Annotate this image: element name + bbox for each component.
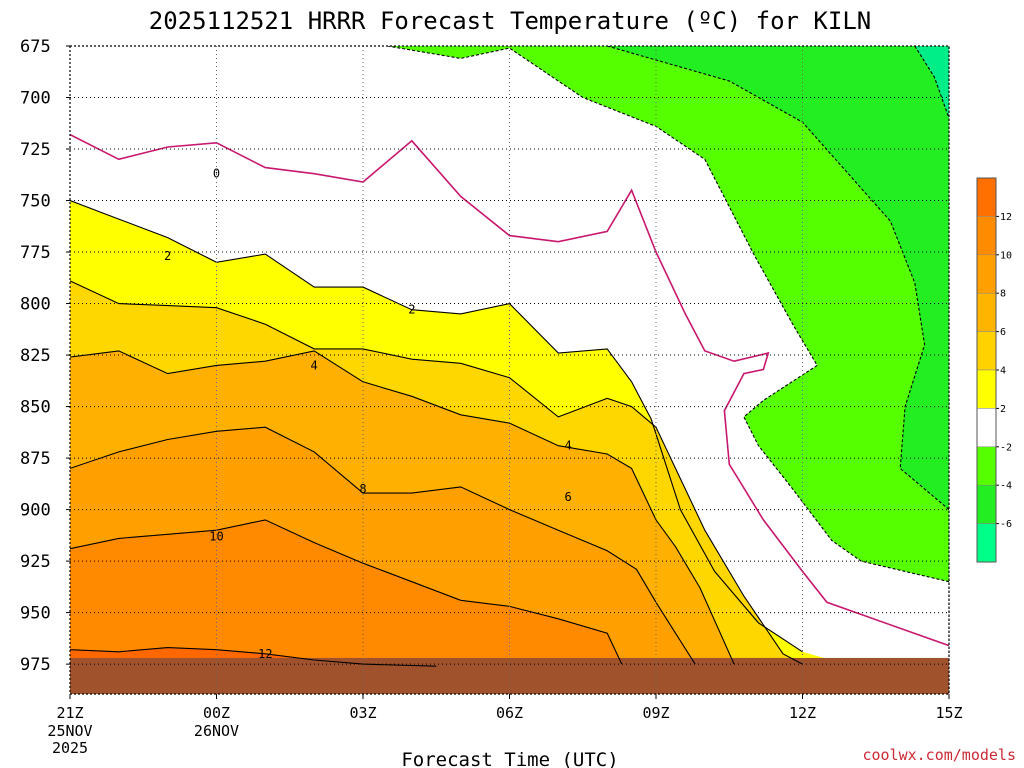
- credit-link[interactable]: coolwx.com/models: [862, 746, 1016, 764]
- isotherm-m2: [387, 46, 949, 583]
- contour-label: 4: [564, 439, 571, 453]
- colorbar-swatch: [976, 446, 997, 486]
- colorbar-swatch: [976, 523, 997, 563]
- y-tick-label: 975: [20, 655, 51, 675]
- x-tick-label: 12Z: [789, 704, 816, 722]
- x-tick-label: 15Z: [935, 704, 962, 722]
- y-axis: 675 700 725 750 775 800 825 850 875 900 925 950 975: [20, 37, 70, 675]
- x-tick-label: 00Z: [203, 704, 230, 722]
- colorbar-swatch: [976, 408, 997, 448]
- colorbar-swatch: [976, 484, 997, 524]
- colorbar-label: 2: [1000, 404, 1006, 415]
- y-tick-label: 825: [20, 346, 51, 366]
- chart-title: 2025112521 HRRR Forecast Temperature (ºC…: [149, 7, 871, 35]
- colorbar-swatch: [976, 254, 997, 294]
- isotherm-m6: [914, 46, 949, 119]
- colorbar-label: -6: [1000, 519, 1012, 530]
- colorbar-label: -4: [1000, 481, 1012, 492]
- colorbar-swatch: [976, 292, 997, 332]
- contour-label: 6: [564, 490, 571, 504]
- isotherm-2: [70, 199, 803, 653]
- y-tick-label: 875: [20, 449, 51, 469]
- contour-label: 10: [209, 529, 223, 543]
- colorbar-swatch: [976, 177, 997, 217]
- isotherm-12: [70, 647, 437, 667]
- colorbar-swatch: [976, 369, 997, 409]
- colorbar-swatch: [976, 216, 997, 256]
- colorbar-label: 10: [1000, 250, 1012, 261]
- colorbar-label: 12: [1000, 212, 1012, 223]
- contour-label: 2: [164, 249, 171, 263]
- y-tick-label: 725: [20, 140, 51, 160]
- x-tick-sublabel: 2025: [52, 739, 88, 757]
- contour-label: 12: [258, 647, 272, 661]
- plot-frame: [69, 45, 950, 695]
- y-tick-label: 950: [20, 604, 51, 624]
- isotherm-6: [70, 350, 735, 665]
- isotherm-0: [70, 133, 949, 647]
- x-tick-label: 09Z: [642, 704, 669, 722]
- colorbar-label: 6: [1000, 327, 1006, 338]
- ground-strip: [70, 657, 949, 694]
- colorbar-swatch: [976, 331, 997, 371]
- colorbar-label: -2: [1000, 442, 1012, 453]
- contour-label: 4: [311, 358, 318, 372]
- colorbar-label: 8: [1000, 289, 1006, 300]
- band-m2-m4-fill: [387, 46, 949, 582]
- gridlines: [69, 45, 950, 695]
- band-m4-m6-fill: [607, 46, 949, 510]
- x-tick-sublabel: 25NOV: [47, 722, 92, 740]
- isotherm-m4: [607, 46, 949, 511]
- colorbar-legend: 12 10 8 6 4 2 -2 -4 -6: [976, 177, 1012, 563]
- x-axis-title: Forecast Time (UTC): [401, 749, 618, 768]
- isotherm-4: [70, 280, 803, 665]
- contour-label: 2: [408, 303, 415, 317]
- contour-label: 0: [213, 167, 220, 181]
- x-tick-sublabel: 26NOV: [194, 722, 239, 740]
- x-tick-label: 06Z: [496, 704, 523, 722]
- y-tick-label: 900: [20, 501, 51, 521]
- y-tick-label: 675: [20, 37, 51, 57]
- colorbar-frame: [976, 177, 997, 563]
- y-tick-label: 750: [20, 192, 51, 212]
- isotherm-10: [70, 519, 623, 665]
- contour-label: 8: [359, 482, 366, 496]
- x-tick-label: 03Z: [349, 704, 376, 722]
- y-tick-label: 700: [20, 89, 51, 109]
- band-m6-m8-fill: [914, 46, 949, 119]
- y-tick-label: 925: [20, 552, 51, 572]
- isotherm-8: [70, 426, 696, 665]
- x-tick-label: 21Z: [56, 704, 83, 722]
- y-tick-label: 800: [20, 295, 51, 315]
- y-tick-label: 850: [20, 398, 51, 418]
- y-tick-label: 775: [20, 243, 51, 263]
- colorbar-label: 4: [1000, 366, 1006, 377]
